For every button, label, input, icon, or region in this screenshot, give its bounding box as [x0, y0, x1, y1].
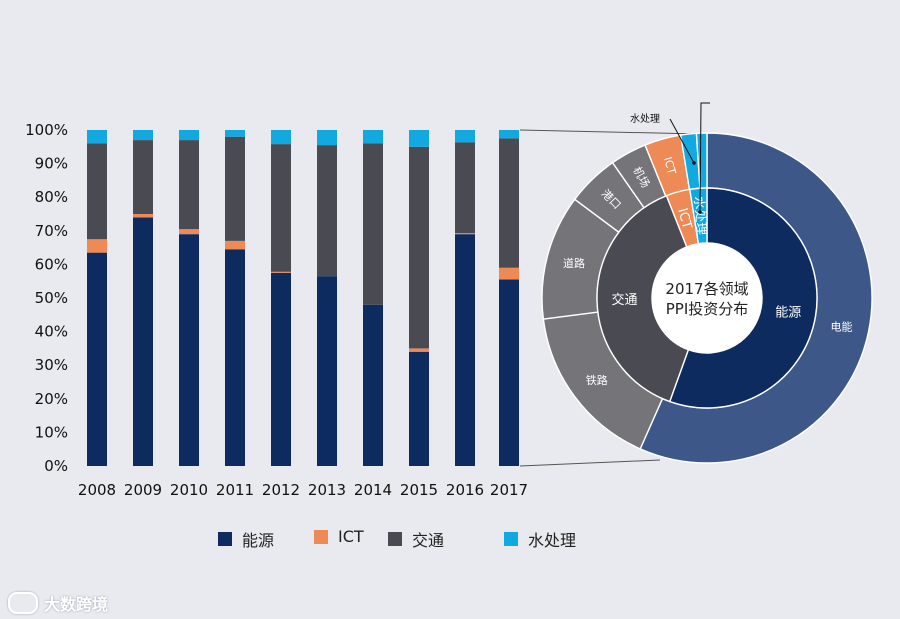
legend-item-energy: 能源 [218, 527, 274, 551]
legend-label-transport: 交通 [412, 531, 445, 550]
bar-segment [363, 304, 383, 466]
y-tick-label: 80% [35, 188, 68, 206]
bar-segment [225, 130, 245, 137]
watermark-logo-icon [8, 592, 38, 614]
legend-item-ict: ICT [314, 527, 364, 546]
bar-segment [133, 217, 153, 466]
stacked-bar-chart: 0% 10% 20% 30% 40% 50% 60% 70% 80% 90% 100% 2008 200… [25, 121, 528, 499]
bar-segment [409, 351, 429, 466]
bar-segment [271, 130, 291, 145]
sunburst-slice-label: 道路 [563, 256, 585, 270]
water-callout-dot [698, 210, 702, 214]
bar-segment [225, 249, 245, 466]
bar-segment [455, 233, 475, 235]
bar-segment [363, 143, 383, 305]
bar-segment [271, 144, 291, 272]
connector-line-bottom [519, 459, 661, 467]
x-tick-label: 2015 [400, 481, 438, 499]
bar-segment [499, 267, 519, 280]
legend-label-energy: 能源 [242, 531, 275, 550]
bar-segment [87, 252, 107, 466]
bar-segment [133, 214, 153, 218]
y-tick-label: 70% [35, 222, 68, 240]
sunburst-slice-label: 能源 [775, 306, 801, 321]
bar-segment [409, 348, 429, 352]
sunburst-center [652, 243, 762, 353]
y-tick-label: 0% [44, 457, 68, 475]
bar-segment [499, 130, 519, 139]
bar-segment [317, 130, 337, 146]
connector-line-top [519, 129, 701, 135]
x-tick-label: 2013 [308, 481, 346, 499]
bar-segment [455, 142, 475, 234]
legend-label-ict: ICT [338, 527, 364, 546]
bar-segment [363, 130, 383, 144]
sunburst-slice-label: 铁路 [586, 374, 608, 387]
bar-segment [271, 271, 291, 273]
legend-swatch-energy [218, 532, 232, 546]
water-callout-dot [692, 161, 696, 165]
bar-segment [179, 229, 199, 235]
legend-swatch-transport [388, 532, 402, 546]
bar-segment [225, 136, 245, 241]
sunburst-slice-label: 水处理 [690, 196, 708, 236]
legend-item-water: 水处理 [504, 527, 576, 551]
bar-segment [499, 279, 519, 466]
zoom-connector-lines [519, 129, 701, 467]
watermark-text: 大数跨境 [44, 595, 109, 614]
water-callout-label: 水处理 [630, 113, 660, 125]
water-callout-line [669, 118, 695, 164]
y-tick-label: 40% [35, 323, 68, 341]
sunburst-center-title-line1: 2017各领域 [665, 280, 748, 298]
legend-swatch-water [504, 532, 518, 546]
bar-segment [87, 130, 107, 144]
y-tick-label: 100% [25, 121, 68, 139]
bar-segment [133, 140, 153, 214]
x-tick-label: 2009 [124, 481, 162, 499]
x-tick-label: 2008 [78, 481, 116, 499]
bar-segment [179, 140, 199, 230]
bar-segment [499, 138, 519, 268]
bar-segment [133, 130, 153, 141]
sunburst-slice-label: 电能 [831, 319, 853, 333]
sunburst-slice-label: 交通 [612, 292, 638, 308]
y-tick-label: 90% [35, 155, 68, 173]
watermark: 大数跨境 [8, 591, 108, 615]
x-tick-label: 2016 [446, 481, 484, 499]
bar-segment [317, 276, 337, 466]
bar-segment [179, 234, 199, 466]
sunburst-center-title-line2: PPI投资分布 [666, 300, 749, 318]
y-tick-label: 20% [35, 390, 68, 408]
x-tick-label: 2012 [262, 481, 300, 499]
y-tick-label: 50% [35, 289, 68, 307]
bar-segment [179, 130, 199, 141]
x-tick-label: 2010 [170, 481, 208, 499]
legend-item-transport: 交通 [388, 527, 444, 551]
bar-segment [455, 130, 475, 143]
x-tick-label: 2011 [216, 481, 254, 499]
bar-segment [87, 239, 107, 253]
bar-segment [225, 240, 245, 250]
bar-segment [271, 272, 291, 466]
bar-segment [87, 143, 107, 240]
x-tick-label: 2017 [490, 481, 528, 499]
y-tick-label: 30% [35, 356, 68, 374]
y-tick-label: 60% [35, 255, 68, 273]
bar-segment [409, 146, 429, 349]
bar-segment [409, 130, 429, 147]
bar-segment [455, 234, 475, 466]
legend-swatch-ict [314, 529, 328, 544]
y-tick-label: 10% [35, 423, 68, 441]
sunburst-slice-label: ICT [674, 207, 694, 231]
legend-label-water: 水处理 [528, 531, 577, 550]
bar-segment [317, 145, 337, 277]
legend: 能源 ICT 交通 水处理 [0, 527, 900, 551]
water-callout-line [699, 102, 710, 213]
x-tick-label: 2014 [354, 481, 392, 499]
sunburst-slice-label: ICT [661, 155, 678, 176]
